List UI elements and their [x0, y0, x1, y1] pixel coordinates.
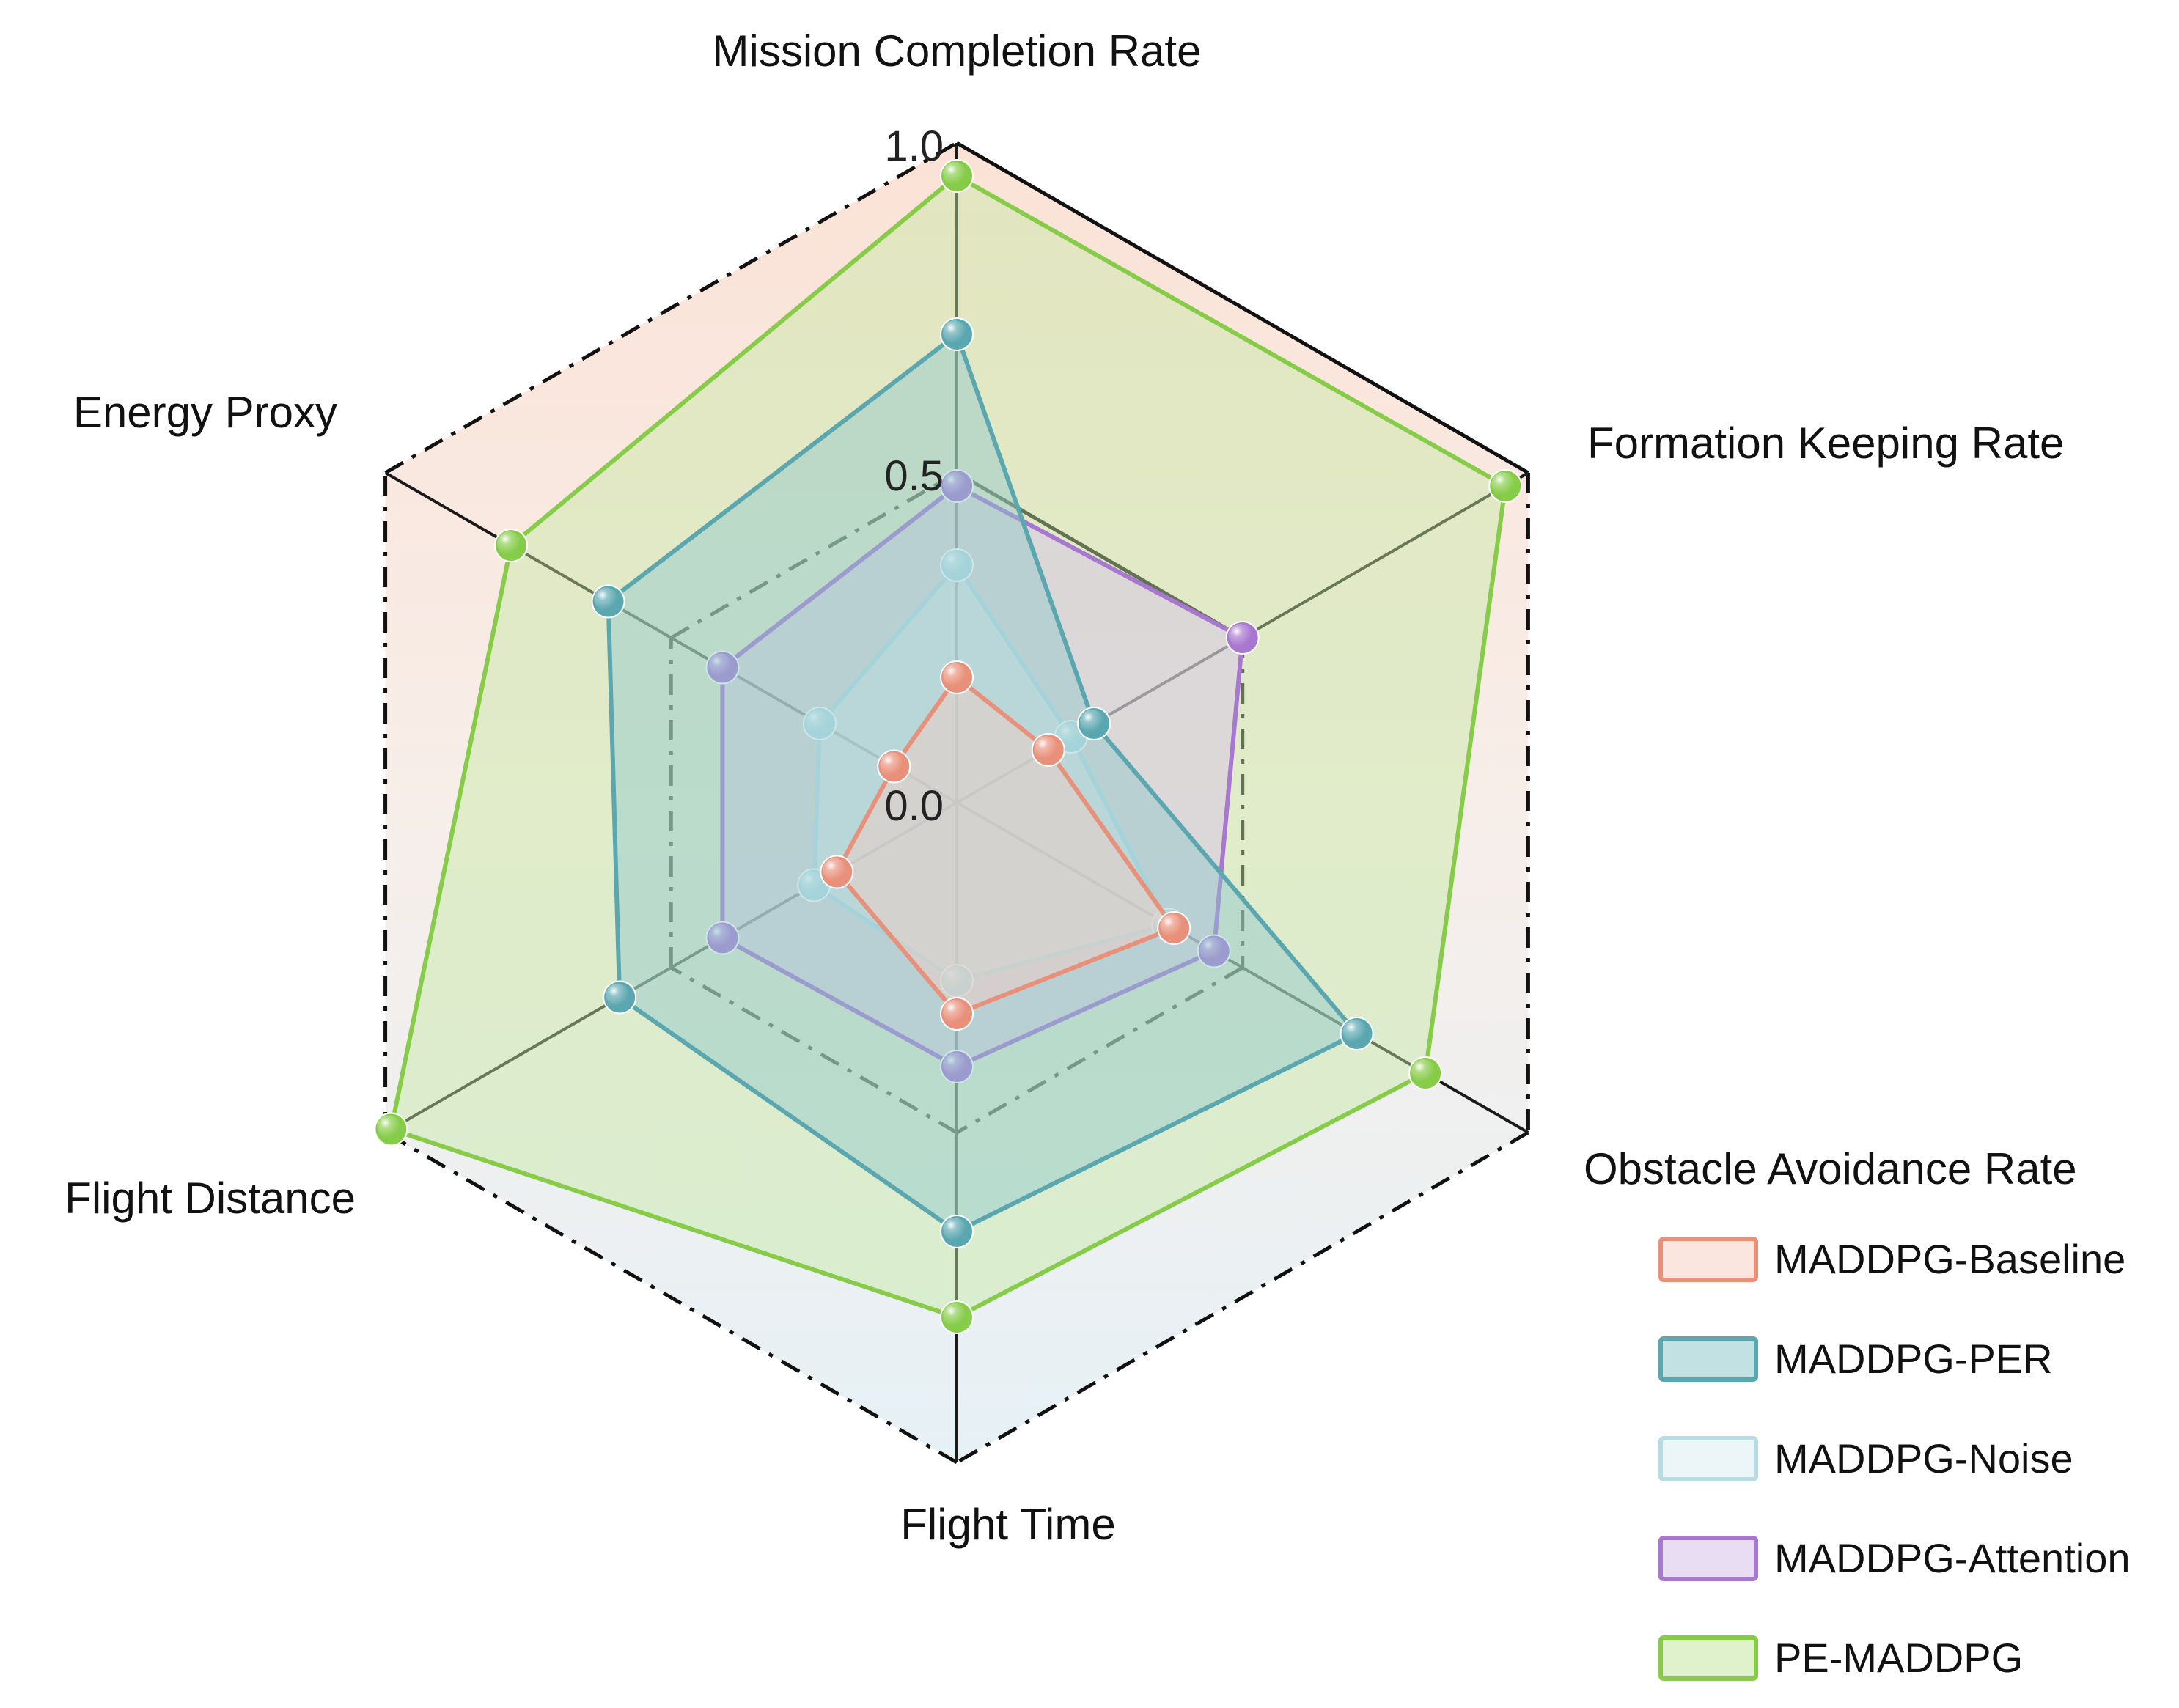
legend-label: MADDPG-Noise: [1774, 1435, 2073, 1481]
point-highlight: [943, 1303, 966, 1327]
legend-swatch: [1658, 1536, 1758, 1581]
point-highlight: [1080, 710, 1104, 733]
point-highlight: [943, 1053, 966, 1076]
grid-ring-0-5-edge: [955, 965, 1243, 1135]
axis-label-mission-completion-rate: Mission Completion Rate: [713, 26, 1202, 76]
point-highlight: [1411, 1059, 1436, 1083]
axis-spoke-flight-distance: [384, 801, 958, 1134]
legend-item-maddpg-baseline: MADDPG-Baseline: [1658, 1236, 2125, 1282]
point-highlight: [377, 1115, 401, 1139]
legend-label: PE-MADDPG: [1774, 1635, 2023, 1681]
legend-swatch: [1658, 1237, 1758, 1282]
series-maddpg-attention: [705, 469, 1260, 1083]
point-highlight: [800, 871, 824, 895]
point-highlight: [943, 1218, 966, 1241]
point-highlight: [606, 983, 630, 1007]
axis-label-flight-time: Flight Time: [900, 1500, 1115, 1549]
point-highlight: [943, 162, 966, 185]
tick-label-1-0: 1.0: [884, 122, 944, 170]
axis-label-formation-keeping-rate: Formation Keeping Rate: [1587, 419, 2064, 468]
point-highlight: [943, 1000, 966, 1023]
radar-axis-labels: Mission Completion Rate Formation Keeping…: [65, 26, 2076, 1549]
legend-swatch: [1658, 1436, 1758, 1481]
legend-item-maddpg-per: MADDPG-PER: [1658, 1336, 2053, 1382]
radar-series: [374, 159, 1523, 1334]
tick-label-0-0: 0.0: [884, 782, 944, 830]
grid-ring-1-0-edge: [384, 1130, 958, 1465]
point-highlight: [497, 531, 521, 555]
point-highlight: [1199, 937, 1224, 961]
radar-grid: [383, 141, 1530, 1465]
point-highlight: [708, 924, 732, 948]
point-highlight: [1342, 1020, 1367, 1043]
legend-swatch: [1658, 1635, 1758, 1681]
legend-item-maddpg-attention: MADDPG-Attention: [1658, 1535, 2131, 1581]
axis-label-flight-distance: Flight Distance: [65, 1174, 356, 1223]
point-highlight: [943, 551, 966, 575]
grid-ring-0-5-edge: [670, 471, 958, 640]
legend-item-pe-maddpg: PE-MADDPG: [1658, 1635, 2023, 1681]
series-maddpg-per: [591, 317, 1374, 1248]
point-highlight: [805, 710, 829, 733]
legend: MADDPG-Baseline MADDPG-PER MADDPG-Noise MAD…: [1658, 1236, 2131, 1681]
axis-label-obstacle-avoidance-rate: Obstacle Avoidance Rate: [1584, 1144, 2077, 1193]
point-highlight: [943, 472, 966, 496]
point-highlight: [943, 320, 966, 344]
axis-label-energy-proxy: Energy Proxy: [73, 388, 337, 437]
series-maddpg-baseline: [820, 660, 1191, 1031]
legend-label: MADDPG-Baseline: [1774, 1236, 2125, 1282]
point-highlight: [708, 653, 732, 677]
point-highlight: [880, 752, 904, 776]
legend-swatch: [1658, 1336, 1758, 1382]
tick-label-0-5: 0.5: [884, 452, 944, 500]
radar-ticks: 0.0 0.5 1.0: [884, 122, 944, 830]
point-highlight: [1057, 723, 1081, 746]
axis-spoke-energy-proxy: [384, 471, 958, 804]
point-highlight: [943, 967, 966, 990]
grid-ring-1-0-edge: [955, 1130, 1529, 1465]
point-highlight: [1228, 624, 1252, 647]
legend-label: MADDPG-Attention: [1774, 1535, 2131, 1581]
point-highlight: [943, 663, 966, 687]
point-highlight: [1160, 914, 1184, 938]
legend-label: MADDPG-PER: [1774, 1336, 2053, 1382]
point-highlight: [1491, 472, 1515, 496]
grid-ring-0-5-edge: [670, 965, 958, 1135]
point-highlight: [823, 858, 847, 882]
legend-item-maddpg-noise: MADDPG-Noise: [1658, 1435, 2073, 1481]
grid-ring-1-0-edge: [955, 141, 1529, 475]
point-highlight: [594, 587, 618, 611]
point-highlight: [1034, 736, 1058, 759]
grid-ring-1-0-edge: [384, 141, 958, 475]
